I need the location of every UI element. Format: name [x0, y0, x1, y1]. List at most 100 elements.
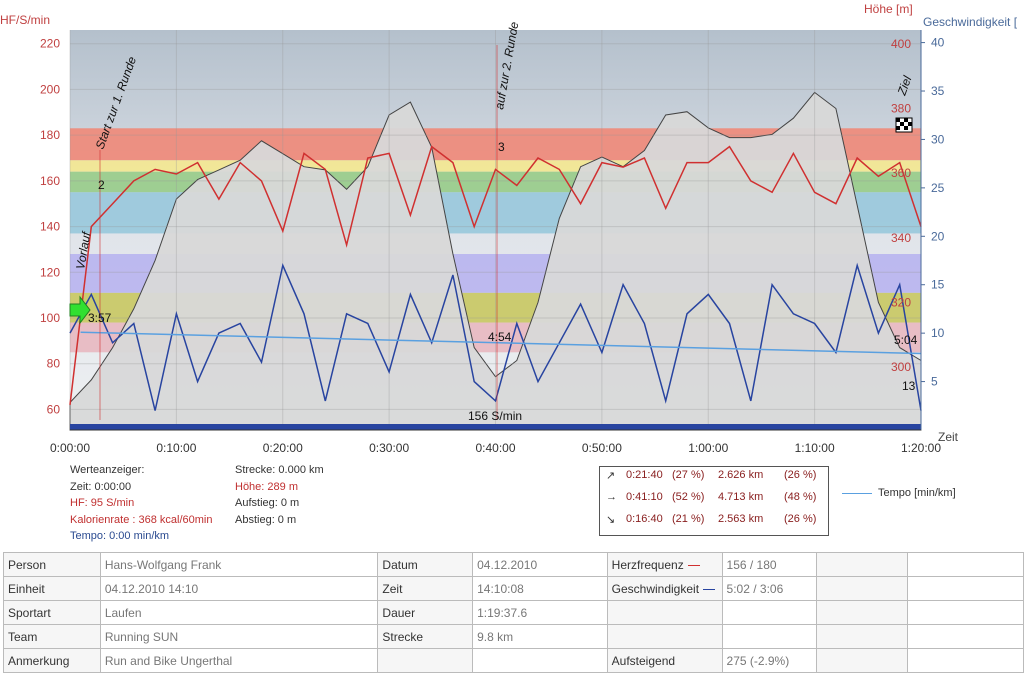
- table-cell: Zeit: [377, 576, 474, 601]
- table-cell: [906, 648, 1024, 673]
- table-cell: Anmerkung: [3, 648, 101, 673]
- table-cell: Dauer: [377, 600, 474, 625]
- info-line: Strecke: 0.000 km: [235, 464, 324, 476]
- x-tick-label: 0:40:00: [475, 441, 515, 455]
- y3-tick-label: 5: [931, 375, 938, 389]
- table-cell: Datum: [377, 552, 474, 577]
- stats-row: → 0:41:10 (52 %) 4.713 km (48 %): [600, 491, 828, 511]
- x-tick-label: 0:10:00: [156, 441, 196, 455]
- stats-cell: (48 %): [784, 491, 817, 503]
- stats-cell: (27 %): [672, 469, 705, 481]
- table-cell: [721, 624, 818, 649]
- details-table: Person Hans-Wolfgang Frank Datum 04.12.2010…: [3, 552, 1024, 673]
- stats-row: ↗ 0:21:40 (27 %) 2.626 km (26 %): [600, 469, 828, 489]
- table-cell: Aufsteigend: [606, 648, 723, 673]
- y-tick-label: 120: [40, 265, 60, 279]
- start-arrow: [69, 295, 91, 325]
- table-cell: [377, 648, 474, 673]
- y3-tick-label: 20: [931, 229, 945, 243]
- table-cell: [606, 600, 723, 625]
- stats-cell: 4.713 km: [718, 491, 764, 503]
- stats-cell: (21 %): [672, 513, 705, 525]
- x-tick-label: 1:00:00: [688, 441, 728, 455]
- info-line: Abstieg: 0 m: [235, 513, 297, 526]
- info-line: Werteanzeiger:: [70, 464, 145, 476]
- info-line: Kalorienrate : 368 kcal/60min: [70, 513, 213, 526]
- table-row: Anmerkung Run and Bike Ungerthal Aufsteige…: [3, 648, 1024, 673]
- table-cell: [816, 648, 908, 673]
- y3-tick-label: 15: [931, 278, 945, 292]
- table-cell: Laufen: [99, 600, 379, 625]
- y-tick-label: 60: [47, 402, 61, 416]
- info-column: Strecke: 0.000 km Höhe: 289 m Aufstieg: 0 …: [235, 462, 324, 528]
- baseline-bar: [70, 424, 921, 430]
- stats-cell: 2.626 km: [718, 469, 764, 481]
- table-cell: 275 (-2.9%): [721, 648, 818, 673]
- x-tick-label: 0:00:00: [50, 441, 90, 455]
- table-cell: Sportart: [3, 600, 101, 625]
- annotation: Vorlauf: [73, 229, 94, 270]
- info-line: Aufstieg: 0 m: [235, 497, 300, 509]
- legend-swatch: [842, 492, 872, 494]
- y3-tick-label: 10: [931, 326, 945, 340]
- stats-cell: (26 %): [784, 469, 817, 481]
- stats-cell: (26 %): [784, 513, 817, 525]
- info-line: Tempo: 0:00 min/km: [70, 530, 170, 542]
- table-cell: Geschwindigkeit: [606, 576, 723, 601]
- y-tick-label: 140: [40, 220, 60, 234]
- table-cell: [906, 552, 1024, 577]
- x-tick-label: 1:20:00: [901, 441, 941, 455]
- y-tick-label: 220: [40, 37, 60, 51]
- table-cell: 9.8 km: [472, 624, 608, 649]
- table-cell: [906, 576, 1024, 601]
- annotation: 13: [902, 379, 916, 393]
- annotation: Ziel: [894, 74, 914, 98]
- annotation: 2: [98, 178, 105, 192]
- table-cell: [906, 624, 1024, 649]
- table-cell: [816, 624, 908, 649]
- y2-tick-label: 320: [891, 295, 911, 309]
- annotation: 4:54: [488, 330, 512, 344]
- legend-label: Tempo [min/km]: [878, 487, 956, 499]
- legend-swatch: [703, 588, 716, 590]
- table-cell: Run and Bike Ungerthal: [99, 648, 379, 673]
- x-tick-label: 0:30:00: [369, 441, 409, 455]
- table-cell: Hans-Wolfgang Frank: [99, 552, 379, 577]
- table-cell: 5:02 / 3:06: [721, 576, 818, 601]
- stats-cell: 0:41:10: [626, 491, 663, 503]
- table-cell: [816, 576, 908, 601]
- table-cell: Person: [3, 552, 101, 577]
- annotation: 3:57: [88, 311, 112, 325]
- stats-cell: 0:21:40: [626, 469, 663, 481]
- stats-cell: (52 %): [672, 491, 705, 503]
- x-tick-label: 0:50:00: [582, 441, 622, 455]
- y-tick-label: 100: [40, 311, 60, 325]
- info-line: Höhe: 289 m: [235, 480, 298, 493]
- y3-tick-label: 35: [931, 84, 945, 98]
- table-cell: [606, 624, 723, 649]
- y-tick-label: 80: [47, 357, 61, 371]
- x-tick-label: 0:20:00: [263, 441, 303, 455]
- table-cell: [721, 600, 818, 625]
- series-line: [69, 262, 922, 411]
- y3-tick-label: 25: [931, 181, 945, 195]
- table-cell: [816, 600, 908, 625]
- y3-tick-label: 40: [931, 36, 945, 50]
- stats-cell: →: [606, 491, 617, 503]
- table-row: Einheit 04.12.2010 14:10 Zeit 14:10:08 Gesch…: [3, 576, 1024, 601]
- y-axis-title: HF/S/min: [0, 13, 50, 27]
- table-cell: 156 / 180: [721, 552, 818, 577]
- table-cell: 04.12.2010 14:10: [99, 576, 379, 601]
- y2-tick-label: 400: [891, 37, 911, 51]
- annotation: 3: [498, 140, 505, 154]
- annotation: 5:04: [894, 333, 918, 347]
- stats-box: ↗ 0:21:40 (27 %) 2.626 km (26 %) → 0:41:10 (52 …: [599, 466, 829, 536]
- stats-cell: 2.563 km: [718, 513, 764, 525]
- y3-tick-label: 30: [931, 132, 945, 146]
- y-tick-label: 180: [40, 128, 60, 142]
- table-cell: Running SUN: [99, 624, 379, 649]
- series-line: [80, 331, 922, 355]
- info-line: HF: 95 S/min: [70, 497, 135, 509]
